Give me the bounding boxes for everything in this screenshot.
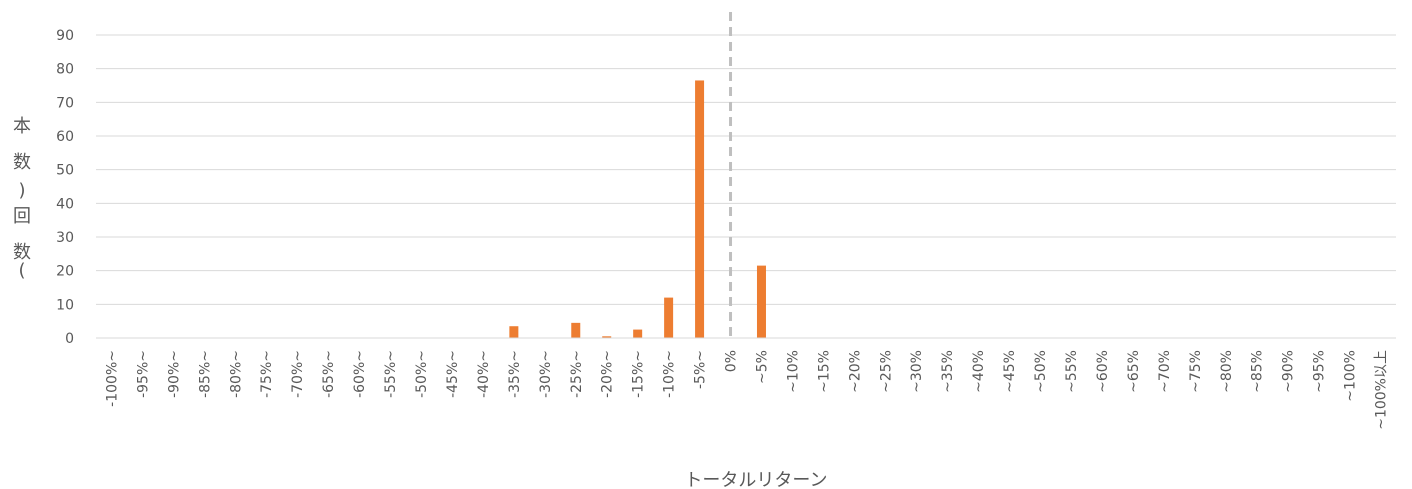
x-tick-label: -35%~ xyxy=(507,350,523,398)
bar xyxy=(571,322,581,338)
y-tick-label: 0 xyxy=(65,331,74,347)
x-tick-label: -10%~ xyxy=(662,350,678,398)
x-tick-label: -40%~ xyxy=(476,350,492,398)
y-title-char: 本 xyxy=(13,116,31,137)
x-tick-label: ~45% xyxy=(1002,350,1018,393)
x-tick-label: -45%~ xyxy=(445,350,461,398)
x-tick-label: -65%~ xyxy=(321,350,337,398)
x-tick-label: -15%~ xyxy=(631,350,647,398)
x-tick-label: ~80% xyxy=(1219,350,1235,393)
x-tick-label: ~100%以上 xyxy=(1374,350,1390,430)
x-tick-label: -55%~ xyxy=(383,350,399,398)
y-title-char: 数 xyxy=(13,152,31,173)
x-tick-label: -90%~ xyxy=(166,350,182,398)
x-tick-label: 0% xyxy=(724,350,740,372)
x-tick-label: -100%~ xyxy=(104,350,120,407)
y-axis-title: 本数)回数( xyxy=(13,116,31,281)
x-tick-label: ~55% xyxy=(1064,350,1080,393)
x-tick-label: ~100% xyxy=(1343,350,1359,402)
bar xyxy=(509,326,519,338)
y-tick-label: 90 xyxy=(56,28,74,44)
gridlines xyxy=(96,34,1396,305)
x-tick-label: ~50% xyxy=(1033,350,1049,393)
x-tick-label: -80%~ xyxy=(228,350,244,398)
x-tick-label: -85%~ xyxy=(197,350,213,398)
x-tick-label: ~90% xyxy=(1281,350,1297,393)
bar xyxy=(633,329,643,338)
x-tick-label: -60%~ xyxy=(352,350,368,398)
y-title-char: 回 xyxy=(13,206,31,227)
x-tick-label: -30%~ xyxy=(538,350,554,398)
y-title-char: 数 xyxy=(13,242,31,263)
x-tick-label: -70%~ xyxy=(290,350,306,398)
y-tick-label: 10 xyxy=(56,297,74,313)
x-tick-label: ~95% xyxy=(1312,350,1328,393)
x-tick-label: -20%~ xyxy=(600,350,616,398)
y-tick-label: 30 xyxy=(56,230,74,246)
x-tick-label: ~25% xyxy=(878,350,894,393)
x-tick-label: -25%~ xyxy=(569,350,585,398)
bars xyxy=(509,80,766,338)
y-tick-label: 70 xyxy=(56,95,74,111)
x-tick-label: ~40% xyxy=(971,350,987,393)
x-tick-label: ~35% xyxy=(940,350,956,393)
x-tick-label: ~20% xyxy=(847,350,863,393)
x-tick-label: -5%~ xyxy=(693,350,709,389)
y-tick-label: 40 xyxy=(56,196,74,212)
x-axis-ticks: -100%~ -95%~ -90%~ -85%~ -80%~ -75%~ -70%~ -65%… xyxy=(104,350,1389,430)
y-title-char: ( xyxy=(18,260,25,281)
bar xyxy=(602,336,612,338)
bar xyxy=(756,265,766,338)
x-tick-label: -95%~ xyxy=(135,350,151,398)
x-axis-title: トータルリターン xyxy=(684,470,827,489)
y-tick-label: 20 xyxy=(56,264,74,280)
x-tick-label: ~65% xyxy=(1126,350,1142,393)
x-tick-label: ~70% xyxy=(1157,350,1173,393)
x-tick-label: ~5% xyxy=(754,350,770,384)
bar xyxy=(695,80,705,338)
y-tick-label: 50 xyxy=(56,163,74,179)
bar xyxy=(664,297,674,338)
y-tick-label: 80 xyxy=(56,62,74,78)
x-tick-label: -75%~ xyxy=(259,350,275,398)
x-tick-label: ~60% xyxy=(1095,350,1111,393)
y-tick-label: 60 xyxy=(56,129,74,145)
x-tick-label: ~10% xyxy=(785,350,801,393)
x-tick-label: ~85% xyxy=(1250,350,1266,393)
x-tick-label: ~30% xyxy=(909,350,925,393)
y-axis-ticks: 0 10 20 30 40 50 60 70 80 90 xyxy=(56,28,74,347)
y-title-char: ) xyxy=(18,180,25,201)
x-tick-label: ~75% xyxy=(1188,350,1204,393)
x-tick-label: ~15% xyxy=(816,350,832,393)
x-tick-label: -50%~ xyxy=(414,350,430,398)
